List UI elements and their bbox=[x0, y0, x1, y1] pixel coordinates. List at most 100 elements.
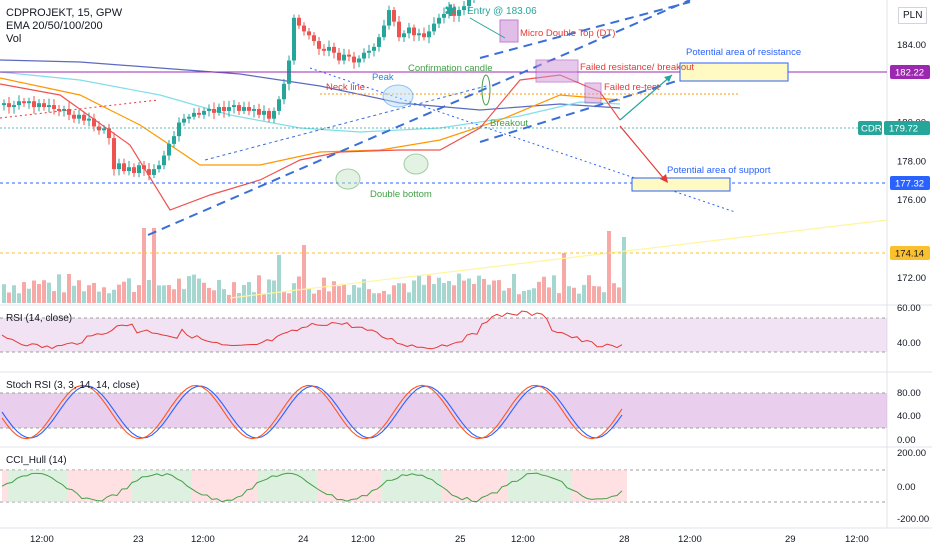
cci-bg bbox=[102, 470, 107, 502]
price-tick-label: 172.00 bbox=[897, 273, 926, 284]
candle bbox=[92, 118, 96, 127]
volume-bar bbox=[342, 284, 346, 303]
price-tag: 177.32 bbox=[895, 179, 924, 190]
volume-legend: Vol bbox=[6, 33, 22, 45]
cci-bg bbox=[247, 470, 252, 502]
cci-bg bbox=[147, 470, 152, 502]
channel-mid-line bbox=[204, 84, 491, 161]
volume-bar bbox=[272, 280, 276, 303]
channel-upper-line bbox=[479, 1, 691, 59]
volume-bar bbox=[87, 285, 91, 303]
double-top-box bbox=[499, 19, 519, 43]
cci-bg bbox=[187, 470, 192, 502]
candle bbox=[392, 10, 396, 22]
cci-bg bbox=[292, 470, 297, 502]
candle bbox=[17, 101, 21, 106]
cci-bg bbox=[377, 470, 382, 502]
cci-bg bbox=[492, 470, 497, 502]
candle bbox=[47, 105, 51, 108]
candle bbox=[102, 128, 106, 131]
cci-bg bbox=[262, 470, 267, 502]
cci-bg bbox=[387, 470, 392, 502]
candle bbox=[212, 108, 216, 113]
micro-double-top-label: Micro Double Top (DT) bbox=[520, 28, 615, 39]
volume-bar bbox=[507, 288, 511, 303]
time-label: 23 bbox=[133, 534, 144, 545]
volume-bar bbox=[127, 278, 131, 303]
cci-bg bbox=[552, 470, 557, 502]
candle bbox=[77, 114, 81, 119]
candle bbox=[227, 107, 231, 111]
volume-bar bbox=[602, 292, 606, 303]
time-label: 12:00 bbox=[678, 534, 702, 545]
volume-bar bbox=[182, 289, 186, 303]
volume-bar bbox=[287, 293, 291, 303]
volume-bar bbox=[82, 291, 86, 303]
candle bbox=[362, 52, 366, 59]
volume-bar bbox=[207, 287, 211, 303]
down-arrow bbox=[619, 125, 666, 181]
volume-bar bbox=[512, 273, 516, 303]
rsi-tick: 60.00 bbox=[897, 303, 921, 314]
failed-breakout-box bbox=[535, 59, 579, 83]
failed-retest-box bbox=[584, 82, 602, 104]
ema-legend: EMA 20/50/100/200 bbox=[6, 20, 103, 32]
volume-bar bbox=[407, 292, 411, 303]
stoch-tick: 0.00 bbox=[897, 435, 916, 446]
cci-bg bbox=[382, 470, 387, 502]
candle bbox=[382, 25, 386, 38]
volume-bar bbox=[57, 274, 61, 303]
volume-bar bbox=[172, 289, 176, 303]
volume-bar bbox=[442, 283, 446, 303]
cci-bg bbox=[582, 470, 587, 502]
price-tick-label: 178.00 bbox=[897, 156, 926, 167]
volume-bar bbox=[537, 281, 541, 303]
cci-bg bbox=[287, 470, 292, 502]
volume-bar bbox=[157, 285, 161, 303]
volume-bar bbox=[187, 276, 191, 303]
cci-bg bbox=[617, 470, 622, 502]
cci-bg bbox=[597, 470, 602, 502]
cci-bg bbox=[42, 470, 47, 502]
candle bbox=[347, 54, 351, 57]
currency-badge[interactable]: PLN bbox=[898, 7, 928, 24]
cci-bg bbox=[57, 470, 62, 502]
failed-resistance-label: Failed resistance/ breakout bbox=[580, 62, 694, 73]
volume-bar bbox=[12, 285, 16, 303]
candle bbox=[217, 107, 221, 113]
candle bbox=[447, 8, 451, 14]
cci-bg bbox=[587, 470, 592, 502]
price-tag: 179.72 bbox=[889, 124, 918, 135]
candle bbox=[142, 165, 146, 170]
candle bbox=[182, 118, 186, 123]
volume-bar bbox=[412, 280, 416, 303]
candle bbox=[52, 105, 56, 109]
volume-bar bbox=[527, 289, 531, 303]
candle bbox=[437, 17, 441, 24]
cci-bg bbox=[407, 470, 412, 502]
candle bbox=[12, 105, 16, 108]
volume-bar bbox=[617, 287, 621, 303]
cci-bg bbox=[312, 470, 317, 502]
candle bbox=[242, 107, 246, 111]
volume-bar bbox=[437, 277, 441, 303]
cci-tick: 200.00 bbox=[897, 448, 926, 459]
candle bbox=[117, 163, 121, 170]
double-bottom-ellipse-right bbox=[403, 153, 429, 175]
cci-bg bbox=[82, 470, 87, 502]
candle bbox=[412, 27, 416, 36]
cci-bg bbox=[307, 470, 312, 502]
cci-bg bbox=[32, 470, 37, 502]
candle bbox=[72, 114, 76, 119]
volume-bar bbox=[307, 288, 311, 303]
volume-bar bbox=[177, 278, 181, 303]
candle bbox=[147, 169, 151, 175]
cci-bg bbox=[297, 470, 302, 502]
cci-bg bbox=[267, 470, 272, 502]
support-area-box bbox=[631, 177, 731, 192]
cci-bg bbox=[22, 470, 27, 502]
cci-bg bbox=[507, 470, 512, 502]
candle bbox=[317, 41, 321, 49]
